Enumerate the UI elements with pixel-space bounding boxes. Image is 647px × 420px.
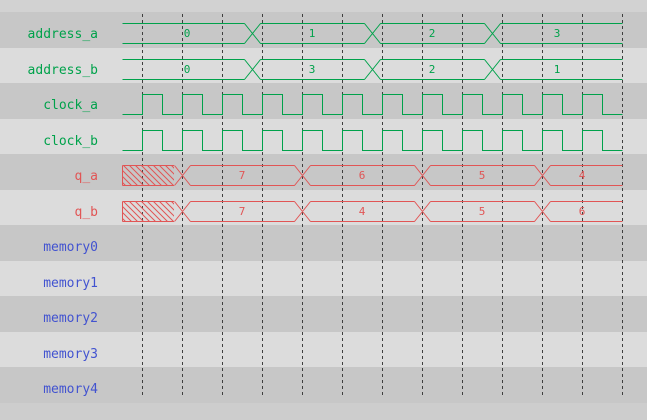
bus-value-label: 6 (579, 205, 586, 218)
grid-lines (142, 14, 623, 398)
signal-row-stripe (0, 119, 647, 154)
bus-wave-address_b (122, 59, 623, 80)
signal-label-q_a[interactable]: q_a (74, 169, 98, 184)
signal-label-memory2[interactable]: memory2 (43, 311, 98, 326)
bus-value-label: 7 (239, 205, 246, 218)
signal-row-stripe (0, 83, 647, 119)
signal-label-address_a[interactable]: address_a (27, 27, 98, 42)
bus-value-label: 3 (309, 63, 316, 76)
signal-label-address_b[interactable]: address_b (27, 63, 98, 78)
clock-wave-clock_a (122, 94, 623, 115)
bus-value-label: 2 (429, 63, 436, 76)
unknown-region (122, 165, 174, 186)
signal-row-stripe (0, 296, 647, 332)
bus-value-label: 0 (184, 63, 191, 76)
signal-label-memory4[interactable]: memory4 (43, 382, 98, 397)
clock-wave-clock_b (122, 130, 623, 151)
signal-row-stripe (0, 48, 647, 83)
bus-value-label: 0 (184, 27, 191, 40)
signal-label-memory0[interactable]: memory0 (43, 240, 98, 255)
unknown-region (122, 201, 174, 222)
bus-value-label: 4 (579, 169, 586, 182)
bus-value-label: 4 (359, 205, 366, 218)
bus-wave-address_a (122, 23, 623, 44)
signal-row-stripe (0, 367, 647, 403)
signal-label-memory1[interactable]: memory1 (43, 276, 98, 291)
bus-value-label: 6 (359, 169, 366, 182)
waveforms: 0 1 2 3 0 3 2 1 7 6 5 4 7 4 5 6 (122, 23, 623, 222)
signal-row-stripe (0, 225, 647, 261)
signal-label-clock_b[interactable]: clock_b (43, 134, 98, 149)
top-margin-strip (0, 0, 647, 12)
bus-wave-q_b (122, 201, 623, 222)
signal-row-stripe (0, 332, 647, 367)
bus-wave-q_a (122, 165, 623, 186)
bus-value-label: 1 (309, 27, 316, 40)
bus-value-label: 2 (429, 27, 436, 40)
signal-label-clock_a[interactable]: clock_a (43, 98, 98, 113)
bus-value-label: 5 (479, 205, 486, 218)
signal-label-q_b[interactable]: q_b (74, 205, 98, 220)
signal-label-memory3[interactable]: memory3 (43, 347, 98, 362)
bus-value-label: 5 (479, 169, 486, 182)
bus-value-label: 7 (239, 169, 246, 182)
bus-value-label: 1 (554, 63, 561, 76)
signal-row-stripe (0, 261, 647, 296)
signal-row-stripe (0, 12, 647, 48)
bus-value-label: 3 (554, 27, 561, 40)
